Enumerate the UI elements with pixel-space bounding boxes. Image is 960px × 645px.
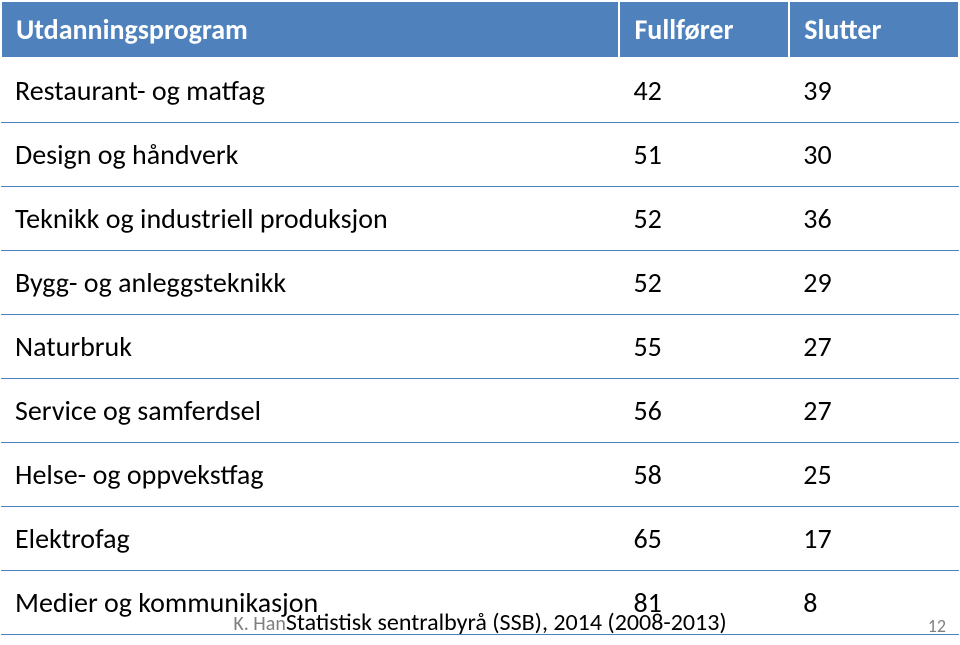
header-col-quits: Slutter — [789, 1, 959, 58]
table-row: Bygg- og anleggsteknikk 52 29 — [1, 251, 959, 315]
cell-value: 58 — [619, 443, 789, 507]
education-table: Utdanningsprogram Fullfører Slutter Rest… — [0, 0, 960, 635]
cell-label: Design og håndverk — [1, 123, 619, 187]
cell-value: 27 — [789, 315, 959, 379]
table-row: Teknikk og industriell produksjon 52 36 — [1, 187, 959, 251]
cell-label: Bygg- og anleggsteknikk — [1, 251, 619, 315]
page-number: 12 — [928, 615, 946, 637]
table-row: Design og håndverk 51 30 — [1, 123, 959, 187]
cell-value: 25 — [789, 443, 959, 507]
cell-value: 56 — [619, 379, 789, 443]
cell-label: Helse- og oppvekstfag — [1, 443, 619, 507]
cell-value: 42 — [619, 58, 789, 123]
footer-source: Statistisk sentralbyrå (SSB), 2014 (2008… — [286, 608, 727, 637]
table-row: Elektrofag 65 17 — [1, 507, 959, 571]
cell-value: 17 — [789, 507, 959, 571]
cell-label: Teknikk og industriell produksjon — [1, 187, 619, 251]
cell-label: Naturbruk — [1, 315, 619, 379]
cell-value: 27 — [789, 379, 959, 443]
header-row: Utdanningsprogram Fullfører Slutter — [1, 1, 959, 58]
cell-value: 52 — [619, 251, 789, 315]
table-row: Service og samferdsel 56 27 — [1, 379, 959, 443]
cell-value: 52 — [619, 187, 789, 251]
footer: K. HanStatistisk sentralbyrå (SSB), 2014… — [0, 608, 960, 637]
table-row: Restaurant- og matfag 42 39 — [1, 58, 959, 123]
cell-label: Elektrofag — [1, 507, 619, 571]
cell-value: 55 — [619, 315, 789, 379]
header-col-program: Utdanningsprogram — [1, 1, 619, 58]
table-row: Helse- og oppvekstfag 58 25 — [1, 443, 959, 507]
table-row: Naturbruk 55 27 — [1, 315, 959, 379]
cell-value: 51 — [619, 123, 789, 187]
header-col-completes: Fullfører — [619, 1, 789, 58]
footer-prefix: K. Han — [233, 612, 286, 636]
cell-value: 30 — [789, 123, 959, 187]
cell-value: 65 — [619, 507, 789, 571]
cell-label: Restaurant- og matfag — [1, 58, 619, 123]
cell-value: 39 — [789, 58, 959, 123]
cell-label: Service og samferdsel — [1, 379, 619, 443]
cell-value: 29 — [789, 251, 959, 315]
cell-value: 36 — [789, 187, 959, 251]
